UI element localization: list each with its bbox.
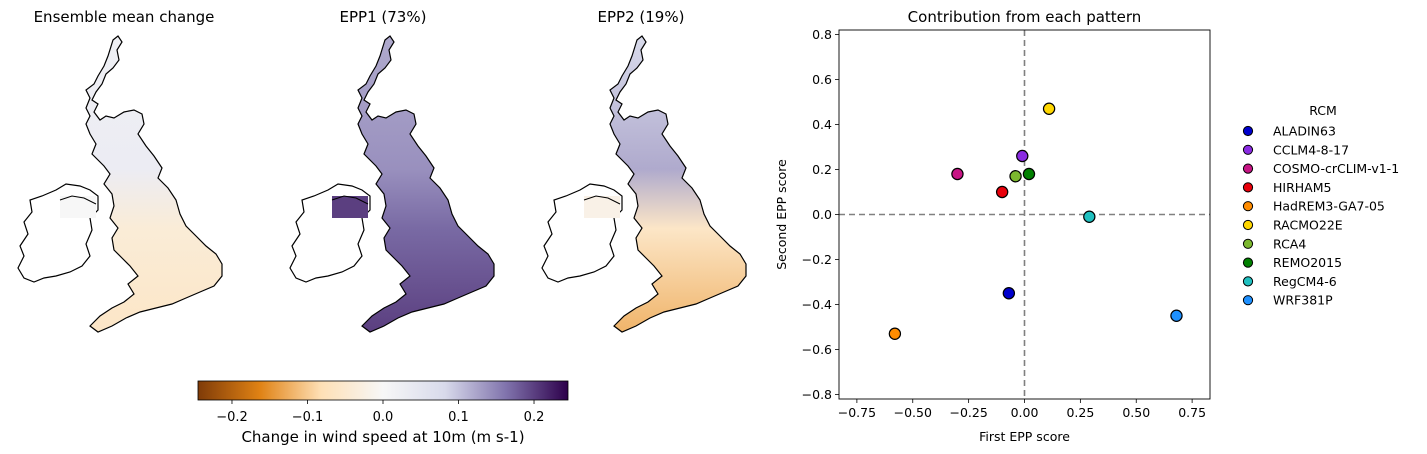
x-tick-label: −0.25 <box>949 405 987 420</box>
great-britain-shape <box>357 35 495 333</box>
legend-label: HIRHAM5 <box>1273 180 1331 195</box>
map-panel-2: EPP1 (73%) <box>289 8 495 333</box>
colorbar-label: Change in wind speed at 10m (m s-1) <box>241 428 524 446</box>
legend-item: HadREM3-GA7-05 <box>1242 199 1385 214</box>
great-britain-shape <box>609 35 747 333</box>
x-tick-label: 0.50 <box>1122 405 1150 420</box>
border-line <box>583 195 621 205</box>
y-tick-label: −0.8 <box>802 387 832 402</box>
legend-marker <box>1242 163 1254 174</box>
map-panel-1: Ensemble mean change <box>17 8 223 333</box>
colorbar-tick-label: −0.1 <box>292 410 324 425</box>
point-aladin63 <box>1002 287 1016 300</box>
legend-label: REMO2015 <box>1273 255 1342 270</box>
legend-marker <box>1242 144 1254 155</box>
colorbar-tick-label: 0.0 <box>373 410 394 425</box>
legend-marker <box>1242 238 1254 249</box>
legend-marker <box>1242 201 1254 212</box>
colorbar-bar <box>197 380 569 401</box>
y-tick-label: 0.4 <box>812 117 832 132</box>
legend-marker <box>1242 295 1254 306</box>
point-hirham5 <box>995 185 1009 199</box>
legend-item: WRF381P <box>1242 293 1333 308</box>
scatter-panel: Contribution from each pattern −0.75 −0.50… <box>774 8 1211 444</box>
legend-item: RACMO22E <box>1242 218 1343 233</box>
y-tick-label: −0.2 <box>802 252 832 267</box>
chart-title: Contribution from each pattern <box>908 8 1142 26</box>
legend-item: HIRHAM5 <box>1242 180 1331 195</box>
colorbar-tick-label: −0.2 <box>216 410 248 425</box>
border-line <box>331 195 369 205</box>
legend-item: RegCM4-6 <box>1242 274 1337 289</box>
map-title-2: EPP1 (73%) <box>340 8 427 26</box>
legend-marker <box>1242 276 1254 287</box>
legend-label: CCLM4-8-17 <box>1273 142 1349 157</box>
x-tick-label: 0.00 <box>1011 405 1039 420</box>
legend-item: ALADIN63 <box>1242 124 1336 139</box>
legend-label: HadREM3-GA7-05 <box>1273 199 1385 214</box>
northern-ireland-fill <box>584 196 620 218</box>
point-regcm4-6 <box>1083 210 1096 223</box>
map-title-1: Ensemble mean change <box>34 8 215 26</box>
y-tick-label: 0.2 <box>812 162 832 177</box>
legend-label: RCA4 <box>1273 236 1306 251</box>
map-title-3: EPP2 (19%) <box>598 8 685 26</box>
legend-item: CCLM4-8-17 <box>1242 142 1349 157</box>
legend-label: ALADIN63 <box>1273 124 1336 139</box>
y-tick-label: 0.0 <box>812 207 832 222</box>
point-rca4 <box>1009 170 1022 183</box>
x-tick-label: −0.50 <box>894 405 932 420</box>
legend-marker <box>1242 257 1254 268</box>
x-tick-label: 0.75 <box>1178 405 1206 420</box>
map-panel-3: EPP2 (19%) <box>541 8 747 333</box>
point-remo2015 <box>1022 167 1036 181</box>
legend-item: REMO2015 <box>1242 255 1342 270</box>
legend-item: RCA4 <box>1242 236 1306 251</box>
northern-ireland-fill <box>60 196 96 218</box>
point-racmo22e <box>1042 102 1056 115</box>
great-britain-shape <box>85 35 223 333</box>
legend-marker <box>1242 125 1254 137</box>
legend: RCM ALADIN63 CCLM4-8-17 COSMO-crCLIM-v1-1 HI… <box>1242 103 1399 308</box>
point-wrf381p <box>1170 309 1183 322</box>
northern-ireland-fill <box>332 196 368 218</box>
border-line <box>59 195 97 205</box>
y-tick-label: 0.8 <box>812 27 832 42</box>
x-axis-label: First EPP score <box>979 429 1070 444</box>
legend-label: RegCM4-6 <box>1273 274 1337 289</box>
legend-label: WRF381P <box>1273 293 1333 308</box>
y-axis-label: Second EPP score <box>774 159 789 270</box>
y-tick-label: −0.6 <box>802 342 832 357</box>
legend-marker <box>1242 182 1254 193</box>
y-tick-label: 0.6 <box>812 72 832 87</box>
colorbar-tick-label: 0.2 <box>524 410 545 425</box>
x-tick-label: −0.75 <box>838 405 876 420</box>
y-tick-label: −0.4 <box>802 297 832 312</box>
legend-label: COSMO-crCLIM-v1-1 <box>1273 161 1399 176</box>
point-cosmo-crclim-v1-1 <box>951 167 964 181</box>
maps-group: Ensemble mean change EPP1 (73%) EPP2 (19%) <box>17 8 747 333</box>
legend-marker <box>1242 219 1254 231</box>
colorbar-tick-label: 0.1 <box>448 410 469 425</box>
x-tick-label: 0.25 <box>1066 405 1094 420</box>
legend-item: COSMO-crCLIM-v1-1 <box>1242 161 1399 176</box>
legend-title: RCM <box>1309 103 1337 118</box>
point-cclm4-8-17 <box>1016 149 1029 163</box>
legend-label: RACMO22E <box>1273 218 1343 233</box>
point-hadrem3-ga7-05 <box>888 327 902 340</box>
